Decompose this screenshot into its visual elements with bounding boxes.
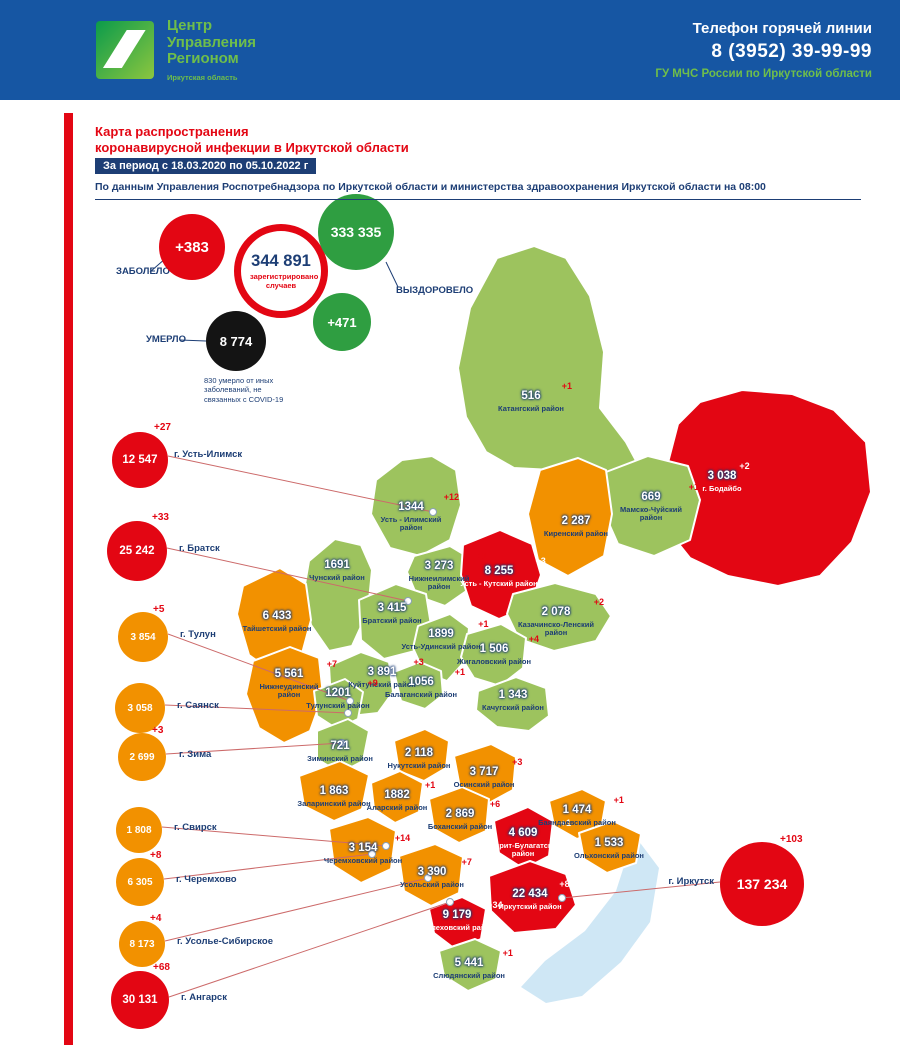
city-label-tulun: г. Тулун [180, 629, 216, 640]
died-bubble: 8 774 [206, 311, 266, 371]
city-delta-usolye: +4 [150, 913, 162, 924]
title-block: Карта распространения коронавирусной инф… [95, 124, 861, 201]
city-delta-irkutsk: +103 [780, 834, 803, 845]
city-circle-usolye: 8 173 [119, 921, 165, 967]
map-title-line2: коронавирусной инфекции в Иркутской обла… [95, 139, 409, 155]
hotline-block: Телефон горячей линии 8 (3952) 39-99-99 … [655, 20, 872, 80]
city-label-irkutsk: г. Иркутск [668, 876, 714, 887]
city-label-bratsk: г. Братск [179, 543, 220, 554]
recovered-delta-bubble: +471 [313, 293, 371, 351]
sick-delta-bubble: +383 [159, 214, 225, 280]
recovered-label: ВЫЗДОРОВЕЛО [396, 285, 474, 296]
city-circle-angarsk: 30 131 [111, 971, 169, 1029]
city-delta-bratsk: +33 [152, 512, 169, 523]
region-delta: +1 [425, 780, 436, 791]
city-delta-cheremkhovo: +8 [150, 850, 162, 861]
period-chip: За период с 18.03.2020 по 05.10.2022 г [95, 158, 317, 175]
city-label-usolye: г. Усолье-Сибирское [177, 936, 273, 947]
region-delta: +14 [394, 833, 411, 844]
city-label-cheremkhovo: г. Черемхово [176, 874, 237, 885]
logo-text: Центр Управления Регионом Иркутская обла… [167, 16, 257, 83]
region-delta: +1 [613, 795, 624, 806]
died-label: УМЕРЛО [146, 334, 186, 345]
city-circle-zima: 2 699 [118, 733, 166, 781]
cur-logo-icon [96, 20, 154, 79]
city-label-zima: г. Зима [179, 749, 212, 760]
region-delta: +1 [502, 948, 513, 959]
logo: Центр Управления Регионом Иркутская обла… [96, 16, 257, 83]
hotline-phone: 8 (3952) 39-99-99 [711, 41, 872, 62]
recovered-bubble: 333 335 [318, 194, 394, 270]
city-delta-tulun: +5 [153, 604, 165, 615]
logo-line: Управления [167, 33, 257, 51]
sick-label: ЗАБОЛЕЛО [116, 266, 170, 277]
city-label-svirsk: г. Свирск [174, 822, 217, 833]
city-label-ust_ilimsk: г. Усть-Илимск [174, 449, 243, 460]
city-delta-ust_ilimsk: +27 [154, 422, 171, 433]
city-delta-zima: +3 [152, 725, 164, 736]
region-delta: +3 [512, 757, 523, 768]
map-title-line1: Карта распространения [95, 124, 249, 139]
logo-line: Регионом [167, 50, 239, 68]
registered-bubble: 344 891 зарегистрировано случаев [234, 224, 328, 318]
city-circle-irkutsk: 137 234 [720, 842, 804, 926]
hotline-org: ГУ МЧС России по Иркутской области [655, 68, 872, 80]
left-accent-stripe [64, 113, 73, 1045]
city-circle-ust_ilimsk: 12 547 [112, 432, 168, 488]
city-circle-tulun: 3 854 [118, 612, 168, 662]
city-label-angarsk: г. Ангарск [181, 992, 227, 1003]
city-delta-angarsk: +68 [153, 962, 170, 973]
city-circle-bratsk: 25 242 [107, 521, 167, 581]
registered-caption: зарегистрировано случаев [250, 271, 319, 290]
logo-subtitle: Иркутская область [167, 73, 238, 83]
registered-value: 344 891 [251, 251, 311, 270]
city-label-sayansk: г. Саянск [177, 700, 219, 711]
region-delta: +7 [461, 857, 472, 868]
city-circle-sayansk: 3 058 [115, 683, 165, 733]
data-source-line: По данным Управления Роспотребнадзора по… [95, 181, 861, 201]
city-circle-svirsk: 1 808 [116, 807, 162, 853]
hotline-title: Телефон горячей линии [692, 20, 872, 37]
region-delta: +6 [489, 799, 501, 810]
died-note: 830 умерло от иных заболеваний, не связа… [204, 376, 284, 404]
city-circle-cheremkhovo: 6 305 [116, 858, 164, 906]
header: Центр Управления Регионом Иркутская обла… [0, 0, 900, 100]
logo-line: Центр [167, 16, 213, 34]
